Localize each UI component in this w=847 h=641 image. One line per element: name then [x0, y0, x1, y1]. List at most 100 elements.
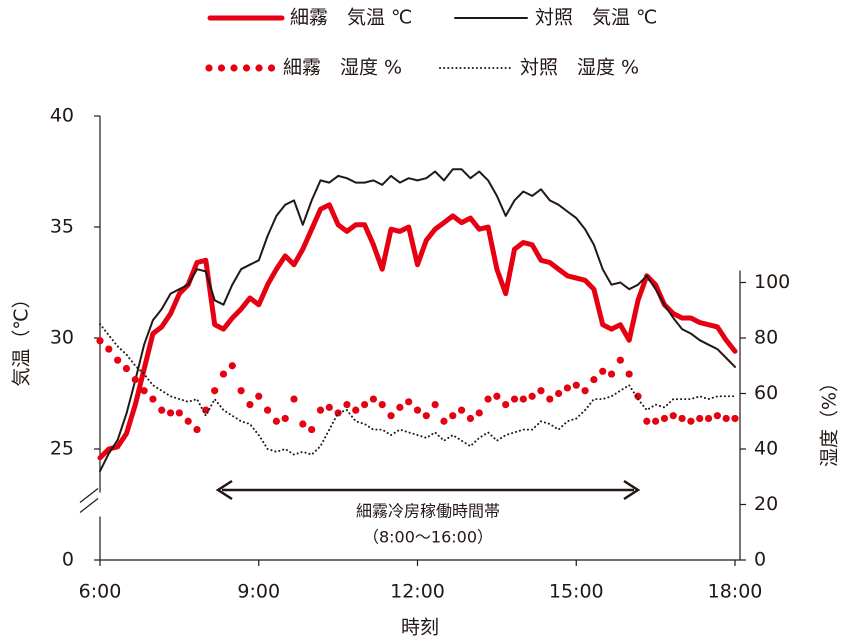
humidity-dot: [546, 395, 554, 403]
legend-symbol: [230, 64, 238, 72]
humidity-dot: [211, 387, 219, 395]
humidity-dot: [440, 417, 448, 425]
humidity-dot: [387, 412, 395, 420]
humidity-dot: [616, 356, 624, 364]
humidity-dot: [131, 376, 139, 384]
humidity-dot: [272, 417, 280, 425]
humidity-dot: [678, 414, 686, 423]
legend-label: 対照 湿度 %: [520, 57, 639, 79]
humidity-dot: [722, 414, 730, 423]
y-tick-label: 25: [50, 438, 74, 460]
humidity-dot: [140, 387, 148, 395]
legend-symbol: [242, 64, 251, 72]
humidity-dot: [369, 395, 378, 403]
humidity-dot: [572, 381, 580, 389]
humidity-dot: [219, 370, 228, 378]
line: [97, 202, 738, 461]
humidity-dot: [449, 412, 457, 420]
y-axis-label: 気温（℃）: [11, 289, 33, 386]
x-tick-label: 12:00: [390, 581, 445, 603]
legend-symbol: [205, 64, 213, 72]
legend-label: 細霧 湿度 %: [283, 57, 402, 79]
y2-tick-label: 80: [754, 327, 778, 349]
humidity-dot: [316, 406, 325, 414]
humidity-dot: [405, 398, 413, 406]
legend-label: 細霧 気温 ℃: [290, 7, 412, 29]
humidity-dot: [396, 403, 404, 411]
y2-axis-label: 湿度（%）: [819, 373, 841, 467]
x-axis-label: 時刻: [401, 617, 439, 639]
annotation: 細霧冷房稼働時間帯 （8:00〜16:00）: [215, 479, 641, 547]
axis-break-mark: [79, 498, 99, 513]
humidity-dot: [475, 409, 483, 417]
humidity-dot: [634, 392, 642, 400]
humidity-dot: [704, 414, 713, 423]
y2-tick-label: 20: [754, 493, 778, 515]
humidity-dot: [625, 370, 633, 378]
legend-symbol: [255, 64, 263, 72]
humidity-dot: [555, 389, 563, 398]
humidity-dot: [281, 414, 289, 423]
y2-tick-label: 0: [754, 549, 766, 571]
x-tick-label: 6:00: [79, 581, 122, 603]
legend-symbol: [217, 64, 226, 72]
humidity-dot: [149, 395, 157, 403]
humidity-dot: [731, 414, 739, 423]
annotation-text: （8:00〜16:00）: [363, 528, 493, 547]
humidity-dot: [510, 395, 519, 403]
humidity-dot: [184, 417, 192, 425]
legend-symbol: [267, 64, 276, 72]
humidity-dot: [96, 337, 104, 345]
humidity-dot: [255, 392, 263, 400]
humidity-dot: [237, 387, 245, 395]
humidity-dot: [299, 420, 307, 428]
humidity-dot: [607, 370, 616, 378]
humidity-dot: [484, 395, 492, 403]
humidity-dot: [457, 406, 466, 414]
humidity-dot: [599, 367, 607, 375]
x-tick-label: 18:00: [708, 581, 763, 603]
humidity-dot: [528, 392, 536, 400]
x-tick-label: 9:00: [237, 581, 280, 603]
humidity-dot: [325, 403, 333, 411]
dotted-line: [99, 323, 736, 456]
humidity-dot: [652, 417, 660, 425]
humidity-dot: [493, 392, 501, 400]
humidity-dot: [696, 414, 704, 423]
humidity-dot: [563, 384, 572, 392]
humidity-dot: [581, 387, 589, 395]
y2-tick-label: 60: [754, 382, 778, 404]
humidity-dot: [360, 401, 369, 409]
humidity-dot: [687, 417, 695, 425]
y-tick-label: 30: [50, 327, 74, 349]
arrow-head: [215, 479, 233, 501]
humidity-dot: [713, 412, 721, 420]
line: [99, 168, 736, 473]
humidity-dot: [502, 401, 510, 409]
y-tick-label: 35: [50, 216, 74, 238]
humidity-dot: [263, 406, 272, 414]
arrow-head: [623, 479, 641, 501]
y2-tick-label: 100: [754, 271, 790, 293]
axis-break-mark: [79, 488, 99, 503]
y-tick-label: 40: [50, 105, 74, 127]
humidity-dot: [643, 417, 651, 425]
humidity-dot: [114, 356, 122, 364]
humidity-dot: [158, 406, 166, 414]
humidity-dot: [343, 401, 351, 409]
humidity-dot: [590, 376, 598, 384]
legend-label: 対照 気温 ℃: [535, 7, 657, 29]
humidity-dot: [352, 406, 360, 414]
humidity-dot: [422, 412, 430, 420]
annotation-text: 細霧冷房稼働時間帯: [356, 502, 500, 521]
humidity-dot: [290, 395, 298, 403]
humidity-dot: [308, 425, 316, 434]
y2-tick-label: 40: [754, 438, 778, 460]
humidity-dot: [519, 395, 527, 403]
y-tick-label: 0: [62, 549, 74, 571]
humidity-dot: [122, 364, 131, 373]
humidity-dot: [537, 387, 545, 395]
humidity-dot: [660, 414, 669, 423]
humidity-dot: [193, 425, 201, 434]
x-tick-label: 15:00: [549, 581, 604, 603]
